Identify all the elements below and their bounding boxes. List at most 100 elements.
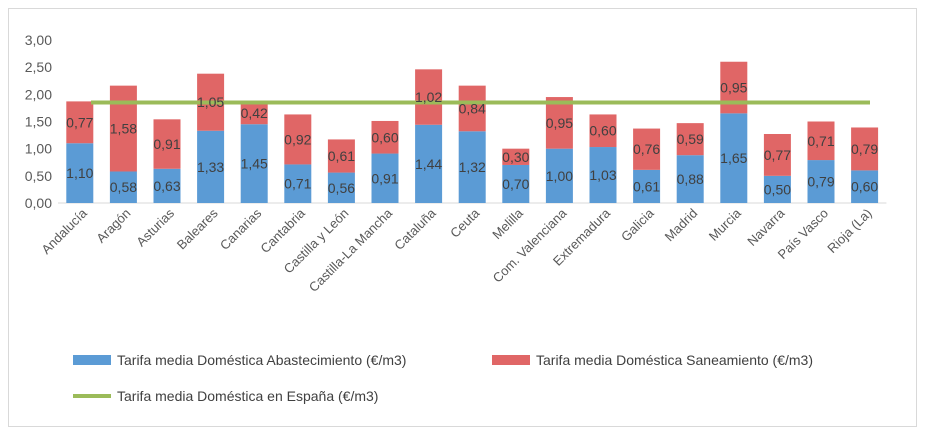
data-label: 1,10 xyxy=(66,165,93,181)
bar-saneamiento xyxy=(327,139,355,173)
data-label: 1,05 xyxy=(197,94,224,110)
data-label: 0,76 xyxy=(633,141,660,157)
bar-abastecimiento xyxy=(240,124,268,203)
x-category-label: Ceuta xyxy=(447,205,483,241)
bar-abastecimiento xyxy=(851,170,879,203)
data-label: 0,70 xyxy=(502,176,529,192)
bar-abastecimiento xyxy=(720,113,748,203)
data-label: 0,59 xyxy=(677,131,704,147)
data-label: 0,71 xyxy=(284,176,311,192)
bar-saneamiento xyxy=(109,85,137,172)
bar-saneamiento xyxy=(851,127,879,171)
x-category-label: Cataluña xyxy=(391,205,439,253)
data-label: 0,58 xyxy=(110,179,137,195)
bar-saneamiento xyxy=(502,148,530,165)
legend-swatch xyxy=(73,355,111,365)
bar-saneamiento xyxy=(284,114,312,165)
data-label: 0,91 xyxy=(371,170,398,186)
data-label: 1,02 xyxy=(415,89,442,105)
x-category-label: Castilla-La Mancha xyxy=(306,205,396,295)
bar-abastecimiento xyxy=(545,148,573,203)
data-label: 0,30 xyxy=(502,149,529,165)
data-label: 0,71 xyxy=(807,133,834,149)
bar-saneamiento xyxy=(458,85,486,132)
bar-saneamiento xyxy=(240,101,268,125)
data-label: 0,42 xyxy=(241,105,268,121)
data-label: 0,60 xyxy=(371,129,398,145)
legend-swatch xyxy=(492,355,530,365)
legend-label: Tarifa media Doméstica en España (€/m3) xyxy=(117,388,378,404)
data-label: 0,61 xyxy=(328,148,355,164)
y-tick-label: 0,50 xyxy=(25,168,52,184)
bar-saneamiento xyxy=(763,133,791,176)
data-label: 0,63 xyxy=(153,178,180,194)
bar-abastecimiento xyxy=(676,155,704,203)
data-label: 0,56 xyxy=(328,180,355,196)
data-label: 0,79 xyxy=(851,141,878,157)
data-label: 1,44 xyxy=(415,156,442,172)
bar-abastecimiento xyxy=(197,130,225,203)
data-label: 1,03 xyxy=(589,167,616,183)
bar-saneamiento xyxy=(545,97,573,149)
data-label: 0,60 xyxy=(589,123,616,139)
data-label: 0,88 xyxy=(677,171,704,187)
x-axis: Andalucía Aragón AsturiasBalearesCanariasC… xyxy=(38,205,874,295)
x-category-label: Asturias xyxy=(133,205,177,249)
y-tick-label: 0,00 xyxy=(25,195,52,211)
bar-abastecimiento xyxy=(415,124,443,203)
legend-label: Tarifa media Doméstica Abastecimiento (€… xyxy=(117,352,406,368)
bar-abastecimiento xyxy=(807,160,835,203)
y-tick-label: 1,00 xyxy=(25,141,52,157)
data-label: 0,92 xyxy=(284,131,311,147)
data-label: 1,33 xyxy=(197,159,224,175)
bars xyxy=(66,61,879,203)
data-label: 0,77 xyxy=(764,147,791,163)
y-tick-label: 3,00 xyxy=(25,32,52,48)
bar-abastecimiento xyxy=(109,171,137,203)
data-label: 0,77 xyxy=(66,114,93,130)
x-category-label: Aragón xyxy=(93,206,133,246)
data-label: 0,50 xyxy=(764,181,791,197)
y-tick-label: 1,50 xyxy=(25,114,52,130)
y-tick-label: 2,00 xyxy=(25,86,52,102)
bar-abastecimiento xyxy=(589,147,617,203)
bar-saneamiento xyxy=(371,120,399,154)
bar-saneamiento xyxy=(153,119,181,169)
data-label: 0,61 xyxy=(633,178,660,194)
data-label: 1,45 xyxy=(241,156,268,172)
bar-abastecimiento xyxy=(284,164,312,203)
legend: Tarifa media Doméstica Abastecimiento (€… xyxy=(73,352,813,404)
data-label: 0,91 xyxy=(153,136,180,152)
data-label: 0,95 xyxy=(720,80,747,96)
bar-abastecimiento xyxy=(371,153,399,203)
bar-saneamiento xyxy=(633,128,661,170)
data-label: 1,65 xyxy=(720,150,747,166)
x-category-label: Murcia xyxy=(706,205,745,244)
bar-saneamiento xyxy=(589,114,617,148)
data-label: 1,00 xyxy=(546,168,573,184)
bar-saneamiento xyxy=(415,69,443,125)
x-category-label: Galicia xyxy=(618,205,657,244)
y-tick-label: 2,50 xyxy=(25,59,52,75)
bar-saneamiento xyxy=(720,61,748,114)
bar-saneamiento xyxy=(676,123,704,156)
bar-abastecimiento xyxy=(458,131,486,203)
data-label: 0,60 xyxy=(851,179,878,195)
x-category-label: Com. Valenciana xyxy=(490,205,570,285)
bar-abastecimiento xyxy=(153,168,181,203)
bar-abastecimiento xyxy=(763,175,791,203)
bar-abastecimiento xyxy=(66,143,94,203)
x-category-label: Melilla xyxy=(489,205,526,242)
x-category-label: Navarra xyxy=(744,205,788,249)
data-label: 1,32 xyxy=(459,159,486,175)
data-label: 0,84 xyxy=(459,100,486,116)
x-category-label: Andalucía xyxy=(38,205,90,257)
bar-saneamiento xyxy=(807,121,835,161)
data-label: 0,79 xyxy=(807,174,834,190)
bar-abastecimiento xyxy=(633,169,661,203)
data-labels: 1,10 0,77 0,58 1,58 0,63 0,91 1,33 1,05 1,45 0,42… xyxy=(66,80,878,198)
data-label: 1,58 xyxy=(110,121,137,137)
bar-abastecimiento xyxy=(502,164,530,203)
x-category-label: Rioja (La) xyxy=(824,206,874,256)
